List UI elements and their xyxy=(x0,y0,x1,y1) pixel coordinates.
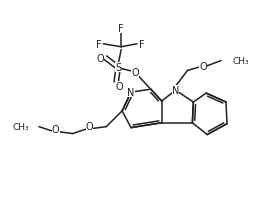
Text: CH₃: CH₃ xyxy=(233,57,250,66)
Text: O: O xyxy=(200,62,207,72)
Text: N: N xyxy=(172,86,179,96)
Text: O: O xyxy=(131,68,139,78)
Text: O: O xyxy=(86,121,93,131)
Text: O: O xyxy=(115,82,123,92)
Text: O: O xyxy=(52,124,60,134)
Text: F: F xyxy=(139,40,145,50)
Text: N: N xyxy=(127,88,135,98)
Text: F: F xyxy=(118,24,124,34)
Text: O: O xyxy=(96,53,104,63)
Text: S: S xyxy=(115,63,121,73)
Text: F: F xyxy=(96,40,101,50)
Text: CH₃: CH₃ xyxy=(12,123,29,132)
